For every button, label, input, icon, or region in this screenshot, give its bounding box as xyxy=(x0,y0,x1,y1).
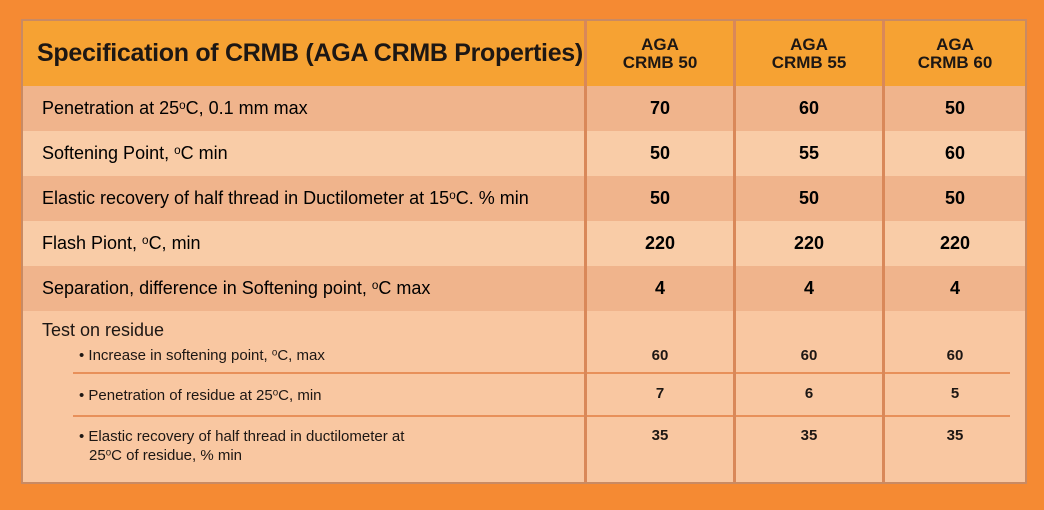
residue-item-label-line2: 25oC of residue, % min xyxy=(89,447,243,464)
residue-item-label: • Penetration of residue at 25oC, min xyxy=(79,387,322,404)
residue-value: 7 xyxy=(655,385,665,402)
cell-value: 220 xyxy=(793,233,825,253)
table-row: Penetration at 25oC, 0.1 mm max 70 60 50 xyxy=(23,86,1025,131)
table-row: Flash Piont, oC, min 220 220 220 xyxy=(23,221,1025,266)
cell-value: 50 xyxy=(944,98,966,118)
row-label: Elastic recovery of half thread in Ducti… xyxy=(42,188,529,208)
cell-value: 50 xyxy=(798,188,820,208)
residue-heading: Test on residue xyxy=(42,320,165,340)
row-divider xyxy=(73,415,1010,417)
table-row: Softening Point, oC min 50 55 60 xyxy=(23,131,1025,176)
residue-item-label: • Increase in softening point, oC, max xyxy=(79,347,325,364)
table-title-text: Specification of CRMB (AGA CRMB Properti… xyxy=(37,39,583,67)
residue-value: 35 xyxy=(800,427,818,444)
column-header-line2: CRMB 55 xyxy=(771,52,847,72)
spec-table: Specification of CRMB (AGA CRMB Properti… xyxy=(21,19,1027,484)
column-divider xyxy=(733,21,736,482)
residue-value: 60 xyxy=(651,347,669,364)
cell-value: 50 xyxy=(649,143,671,163)
residue-value: 35 xyxy=(651,427,669,444)
cell-value: 220 xyxy=(939,233,971,253)
residue-value: 5 xyxy=(950,385,960,402)
column-header-crmb50: AGA CRMB 50 xyxy=(587,21,733,86)
row-label: Softening Point, oC min xyxy=(42,143,228,163)
column-divider xyxy=(584,21,587,482)
column-header-line1: AGA xyxy=(641,34,679,54)
cell-value: 4 xyxy=(949,278,960,298)
residue-value: 60 xyxy=(800,347,818,364)
column-header-crmb55: AGA CRMB 55 xyxy=(736,21,882,86)
table-row: Elastic recovery of half thread in Ducti… xyxy=(23,176,1025,221)
column-header-line2: CRMB 50 xyxy=(622,52,698,72)
column-divider xyxy=(882,21,885,482)
cell-value: 50 xyxy=(649,188,671,208)
row-label: Separation, difference in Softening poin… xyxy=(42,278,431,298)
cell-value: 60 xyxy=(944,143,966,163)
table-title: Specification of CRMB (AGA CRMB Properti… xyxy=(23,21,584,86)
column-header-line1: AGA xyxy=(790,34,828,54)
column-header-crmb60: AGA CRMB 60 xyxy=(885,21,1025,86)
cell-value: 220 xyxy=(644,233,676,253)
residue-value: 6 xyxy=(804,385,814,402)
cell-value: 50 xyxy=(944,188,966,208)
row-divider xyxy=(73,372,1010,374)
cell-value: 4 xyxy=(803,278,814,298)
row-label: Penetration at 25oC, 0.1 mm max xyxy=(42,98,308,118)
column-header-line2: CRMB 60 xyxy=(917,52,993,72)
column-header-line1: AGA xyxy=(936,34,974,54)
row-label: Flash Piont, oC, min xyxy=(42,233,201,253)
residue-value: 60 xyxy=(946,347,964,364)
cell-value: 70 xyxy=(649,98,671,118)
cell-value: 4 xyxy=(654,278,665,298)
table-row: Separation, difference in Softening poin… xyxy=(23,266,1025,311)
residue-value: 35 xyxy=(946,427,964,444)
cell-value: 60 xyxy=(798,98,820,118)
cell-value: 55 xyxy=(798,143,820,163)
residue-item-label: • Elastic recovery of half thread in duc… xyxy=(79,428,405,445)
